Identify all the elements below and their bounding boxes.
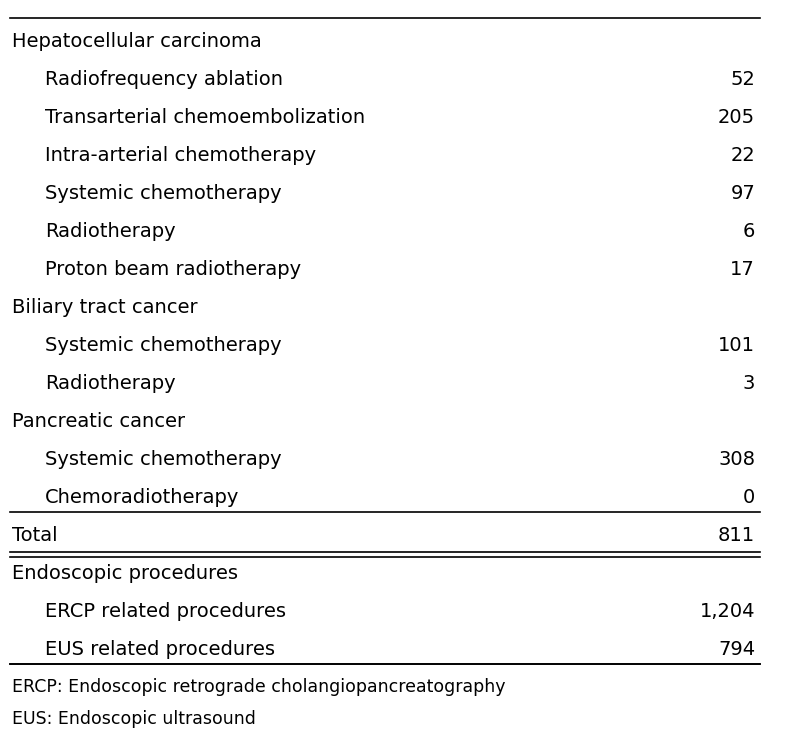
Text: 17: 17 xyxy=(730,260,755,279)
Text: 308: 308 xyxy=(718,450,755,469)
Text: Proton beam radiotherapy: Proton beam radiotherapy xyxy=(45,260,301,279)
Text: EUS related procedures: EUS related procedures xyxy=(45,640,275,659)
Text: Transarterial chemoembolization: Transarterial chemoembolization xyxy=(45,108,365,127)
Text: 101: 101 xyxy=(718,336,755,355)
Text: 205: 205 xyxy=(718,108,755,127)
Text: ERCP related procedures: ERCP related procedures xyxy=(45,602,286,621)
Text: 3: 3 xyxy=(742,374,755,393)
Text: Radiotherapy: Radiotherapy xyxy=(45,374,176,393)
Text: Systemic chemotherapy: Systemic chemotherapy xyxy=(45,184,282,203)
Text: Hepatocellular carcinoma: Hepatocellular carcinoma xyxy=(12,32,262,51)
Text: 22: 22 xyxy=(730,146,755,165)
Text: EUS: Endoscopic ultrasound: EUS: Endoscopic ultrasound xyxy=(12,710,256,728)
Text: Total: Total xyxy=(12,526,58,545)
Text: Biliary tract cancer: Biliary tract cancer xyxy=(12,298,198,317)
Text: ERCP: Endoscopic retrograde cholangiopancreatography: ERCP: Endoscopic retrograde cholangiopan… xyxy=(12,678,506,696)
Text: Intra-arterial chemotherapy: Intra-arterial chemotherapy xyxy=(45,146,316,165)
Text: 794: 794 xyxy=(718,640,755,659)
Text: Radiotherapy: Radiotherapy xyxy=(45,222,176,241)
Text: Radiofrequency ablation: Radiofrequency ablation xyxy=(45,70,283,89)
Text: Systemic chemotherapy: Systemic chemotherapy xyxy=(45,450,282,469)
Text: 1,204: 1,204 xyxy=(699,602,755,621)
Text: Endoscopic procedures: Endoscopic procedures xyxy=(12,564,238,583)
Text: 811: 811 xyxy=(718,526,755,545)
Text: Chemoradiotherapy: Chemoradiotherapy xyxy=(45,488,239,507)
Text: 97: 97 xyxy=(730,184,755,203)
Text: 0: 0 xyxy=(742,488,755,507)
Text: 6: 6 xyxy=(742,222,755,241)
Text: Systemic chemotherapy: Systemic chemotherapy xyxy=(45,336,282,355)
Text: Pancreatic cancer: Pancreatic cancer xyxy=(12,412,185,431)
Text: 52: 52 xyxy=(730,70,755,89)
